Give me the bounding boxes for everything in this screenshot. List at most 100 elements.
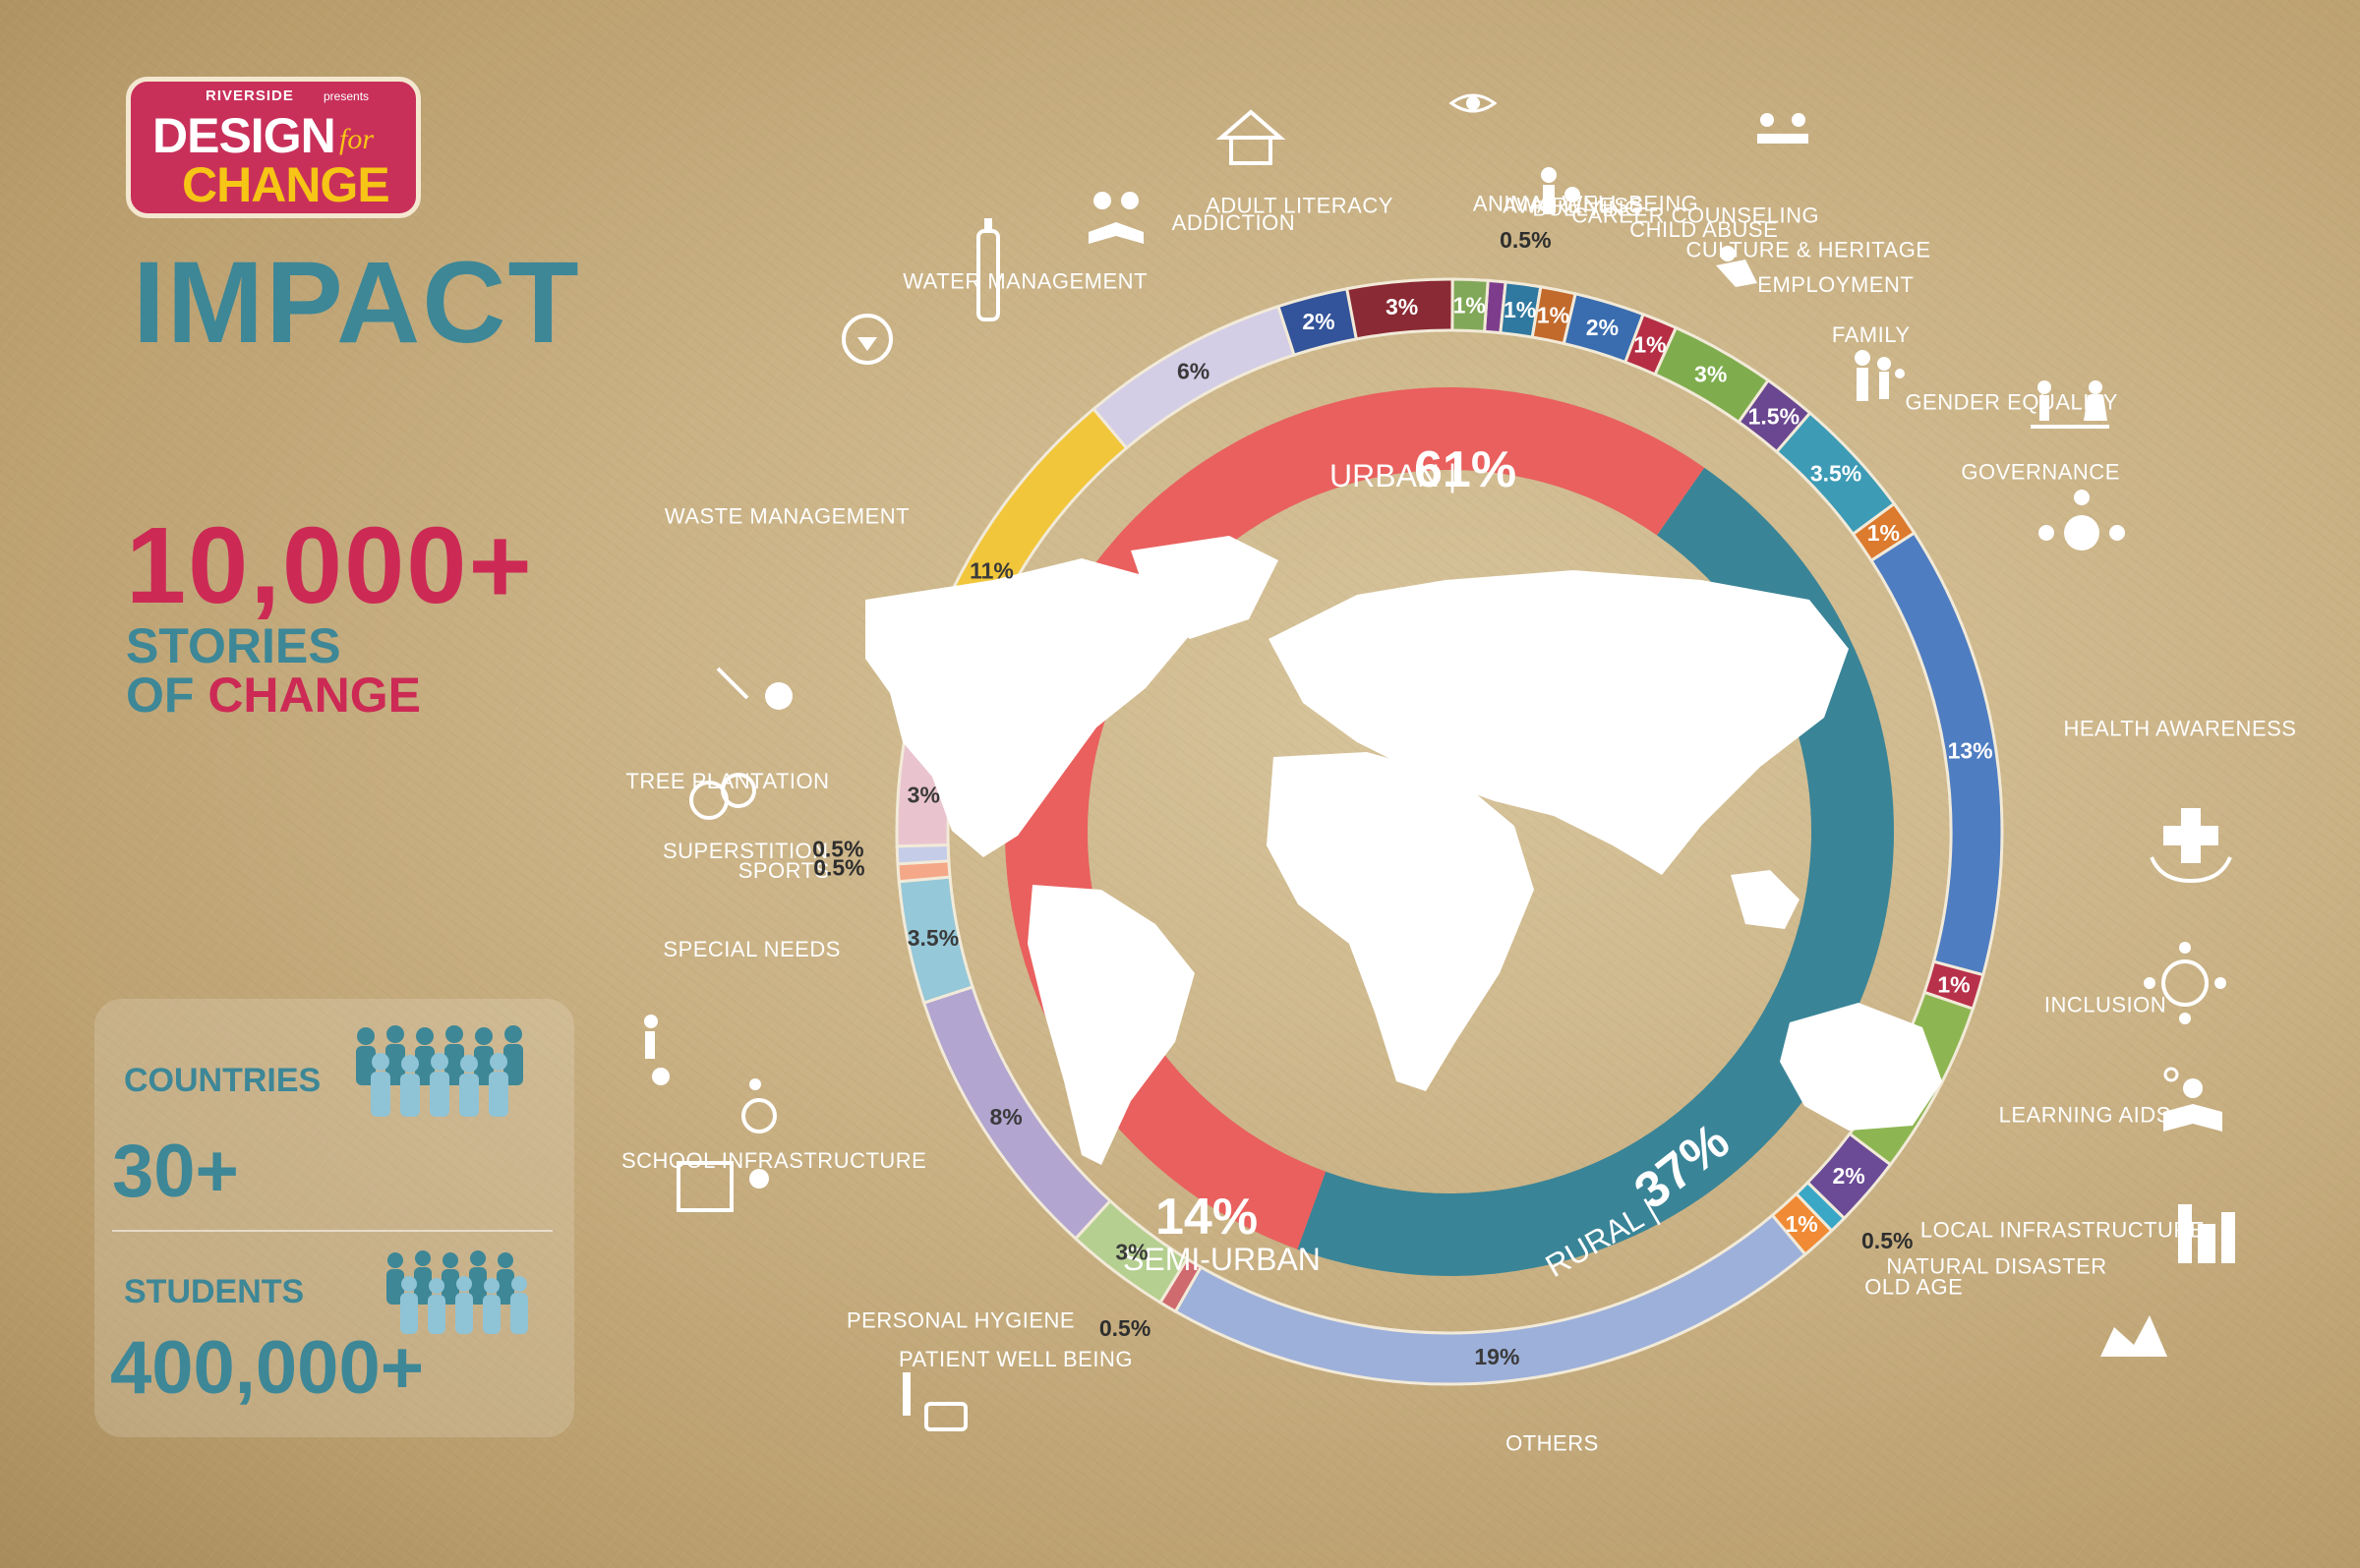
- category-name: WATER MANAGEMENT: [903, 269, 1148, 294]
- category-name: PERSONAL HYGIENE: [847, 1307, 1075, 1332]
- meeting-table-icon: [1757, 113, 1808, 144]
- stats-divider: [112, 1230, 553, 1232]
- stories-caption: STORIES OF CHANGE: [126, 621, 421, 720]
- hygiene-icon: [903, 1372, 968, 1431]
- africa-shape: [1267, 752, 1534, 1091]
- category-name: WASTE MANAGEMENT: [665, 504, 910, 529]
- category-name: GENDER EQUALITY: [1905, 389, 2118, 414]
- governance-icon: [2038, 490, 2125, 551]
- segment-value-label: 19%: [1474, 1344, 1519, 1369]
- ring-segment: [895, 842, 951, 866]
- greenland-shape: [1131, 536, 1278, 639]
- category-name: SPECIAL NEEDS: [663, 937, 841, 961]
- bottle-icon: [976, 218, 1000, 321]
- health-care-icon: [2150, 808, 2232, 884]
- segment-value-label: 2%: [1302, 309, 1334, 334]
- segment-value-label: 1%: [1453, 292, 1486, 318]
- category-name: CAREER COUNSELING: [1571, 203, 1819, 227]
- segment-value-label: 3%: [1694, 361, 1727, 386]
- logo-change: CHANGE: [182, 157, 390, 212]
- world-map: [865, 536, 1942, 1165]
- segment-value-label: 13%: [1948, 737, 1993, 763]
- category-name: LOCAL INFRASTRUCTURE: [1920, 1217, 2205, 1242]
- logo-brand: RIVERSIDE: [206, 87, 294, 104]
- stories-line-2-prefix: OF: [126, 668, 208, 723]
- stories-count: 10,000+: [126, 505, 534, 626]
- small-segment-value: 0.5%: [813, 854, 864, 880]
- category-name: SUPERSTITION: [663, 839, 829, 863]
- semi-urban-value: 14%: [1155, 1189, 1258, 1246]
- segment-value-label: 2%: [1586, 315, 1619, 340]
- segment-value-label: 3%: [1115, 1240, 1148, 1265]
- category-name: SCHOOL INFRASTRUCTURE: [621, 1148, 926, 1173]
- ring-segment: [1450, 277, 1490, 333]
- gender-balance-icon: [2031, 380, 2109, 429]
- segment-value-label: 3%: [1386, 294, 1418, 319]
- segment-value-label: 8%: [990, 1104, 1023, 1130]
- segment-value-label: 6%: [1177, 358, 1210, 383]
- category-name: OTHERS: [1505, 1430, 1599, 1455]
- inclusion-icon: [2144, 942, 2226, 1024]
- trees-icon: [689, 773, 756, 820]
- students-value: 400,000+: [110, 1326, 425, 1410]
- segment-value-label: 1%: [1785, 1211, 1817, 1237]
- logo-for: for: [339, 123, 375, 155]
- reading-group-icon: [1089, 192, 1144, 244]
- logo-presents: presents: [324, 89, 370, 103]
- segment-value-label: 5%: [1899, 1066, 1931, 1091]
- design-for-change-logo: RIVERSIDE presents DESIGN for CHANGE: [126, 77, 421, 218]
- crowd-icon: [356, 1025, 523, 1117]
- category-name: INCLUSION: [2044, 992, 2166, 1016]
- child-abuse-icon: [1716, 246, 1757, 287]
- category-name: NATURAL DISASTER: [1886, 1253, 2106, 1278]
- category-name: HEALTH AWARENESS: [2063, 717, 2296, 741]
- disaster-icon: [2100, 1315, 2167, 1357]
- segment-value-label: 3.5%: [908, 925, 959, 951]
- students-label: STUDENTS: [124, 1273, 305, 1310]
- category-name: PATIENT WELL BEING: [899, 1347, 1133, 1371]
- eye-icon: [1448, 93, 1498, 113]
- learning-aids-icon: [2163, 1067, 2222, 1132]
- logo-design: DESIGN: [152, 108, 336, 163]
- category-icons: [644, 93, 2235, 1431]
- australia-shape: [1780, 1003, 1942, 1131]
- category-name: OLD AGE: [1864, 1274, 1963, 1299]
- segment-value-label: 1%: [1504, 297, 1536, 322]
- urban-label: URBAN |: [1329, 458, 1456, 494]
- school-building-icon: [677, 1161, 769, 1212]
- southeast-asia-shape: [1731, 870, 1800, 929]
- category-name: LEARNING AIDS: [1999, 1103, 2171, 1128]
- segment-value-label: 1%: [1867, 520, 1900, 546]
- europe-asia-shape: [1268, 570, 1849, 875]
- waste-shovel-icon: [716, 667, 793, 710]
- category-name: CHILD ABUSE: [1629, 217, 1778, 242]
- segment-value-label: 3.5%: [1810, 461, 1861, 487]
- segment-value-label: 1%: [1937, 971, 1970, 997]
- countries-label: COUNTRIES: [124, 1062, 322, 1099]
- countries-value: 30+: [112, 1130, 239, 1213]
- city-infrastructure-icon: [2178, 1204, 2235, 1263]
- small-segment-value: 0.5%: [812, 836, 863, 861]
- segment-value-label: 1%: [1633, 331, 1666, 357]
- urban-value: 61%: [1414, 441, 1516, 498]
- south-america-shape: [1028, 885, 1195, 1165]
- small-segment-value: 0.5%: [1500, 227, 1551, 253]
- small-segment-value: 0.5%: [1099, 1315, 1150, 1341]
- category-name: ADULT LITERACY: [1206, 194, 1393, 218]
- segment-value-label: 11%: [970, 557, 1014, 583]
- segment-value-label: 2%: [1833, 1163, 1865, 1189]
- water-drop-icon: [842, 314, 893, 365]
- football-icon: [644, 1015, 670, 1085]
- category-name: ADDICTION: [1172, 210, 1296, 235]
- north-america-shape: [865, 558, 1195, 857]
- page-title: IMPACT: [133, 238, 581, 368]
- family-icon: [1855, 350, 1905, 401]
- category-name: EMPLOYMENT: [1757, 272, 1914, 297]
- location-segment: [1297, 467, 1895, 1277]
- animal-shelter-icon: [1215, 109, 1286, 165]
- stories-line-2: OF CHANGE: [126, 670, 421, 720]
- stories-line-2-highlight: CHANGE: [207, 668, 422, 723]
- small-segment-value: 0.5%: [1861, 1228, 1913, 1253]
- wheelchair-icon: [741, 1078, 777, 1133]
